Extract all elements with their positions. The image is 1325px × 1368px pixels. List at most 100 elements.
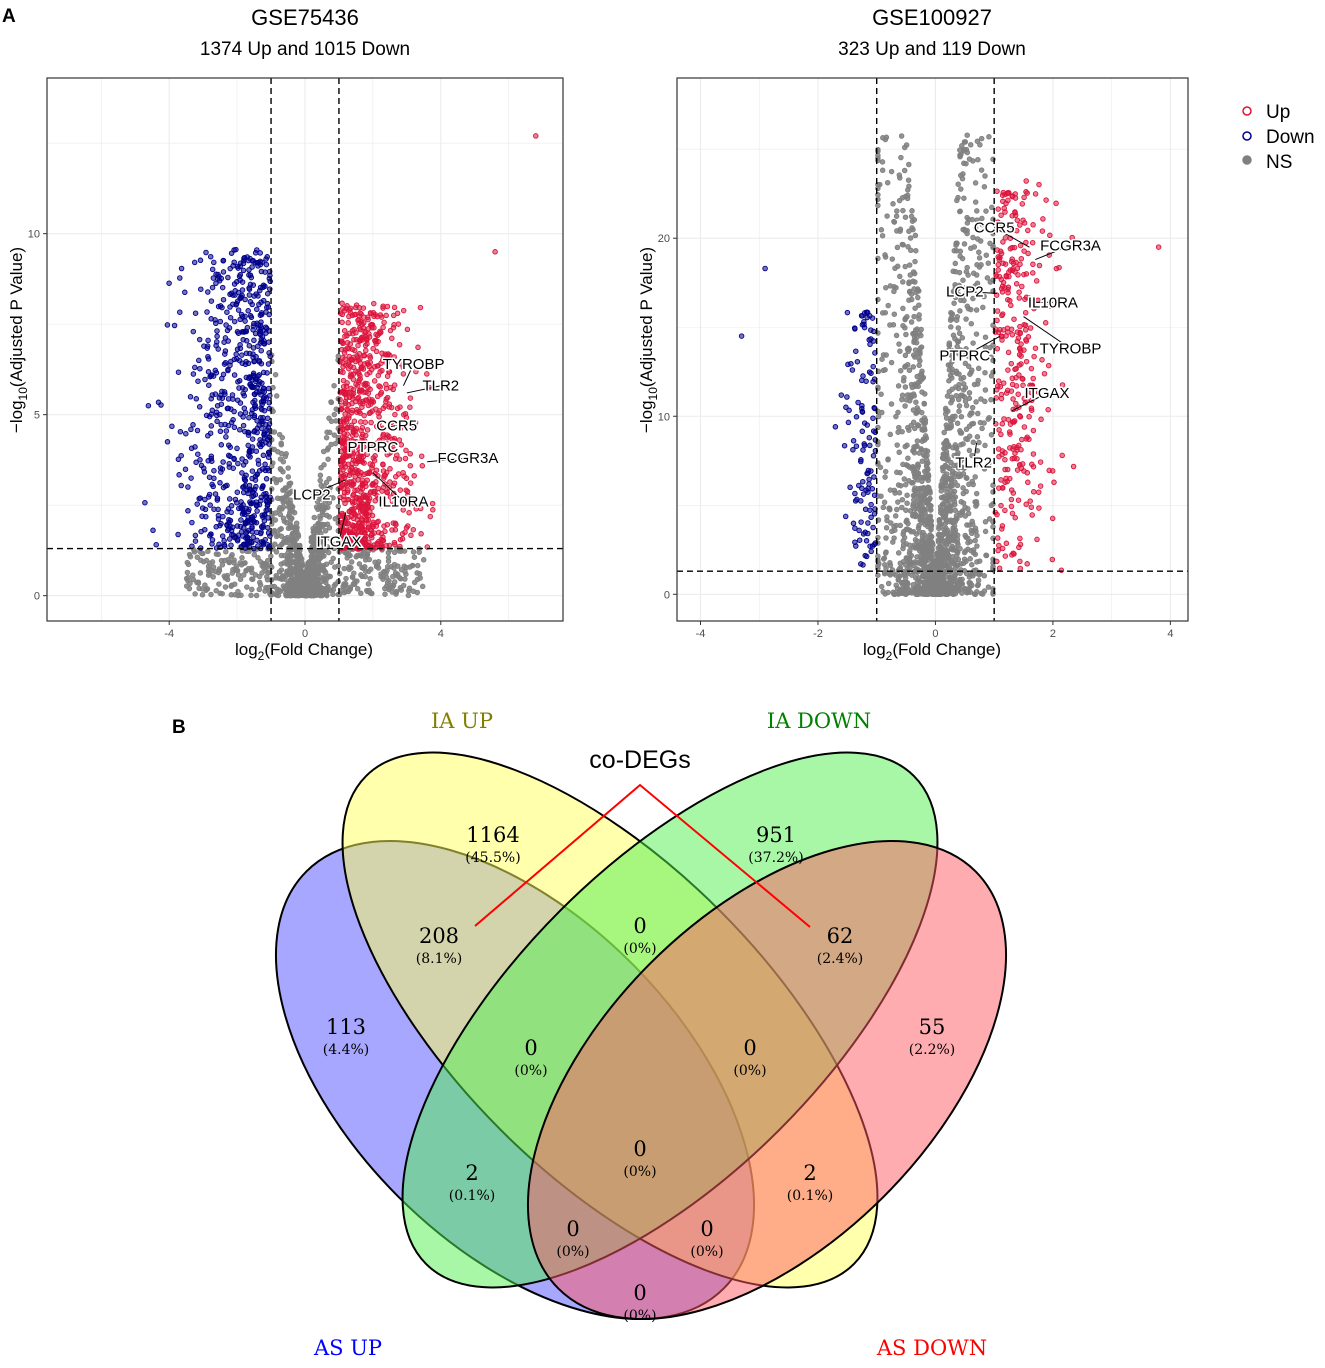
point-up bbox=[380, 305, 386, 311]
point-down bbox=[257, 443, 264, 450]
point-ns bbox=[268, 553, 274, 559]
point-up bbox=[1015, 497, 1022, 503]
point-up bbox=[375, 529, 382, 536]
point-ns bbox=[949, 311, 955, 317]
point-up bbox=[1011, 316, 1017, 322]
point-down bbox=[252, 250, 259, 256]
point-up bbox=[1021, 321, 1027, 328]
point-ns bbox=[970, 481, 976, 488]
point-up bbox=[1030, 489, 1037, 495]
point-up bbox=[1027, 325, 1034, 331]
point-ns bbox=[917, 493, 923, 499]
gene-label-tlr2: TLR2 bbox=[422, 378, 459, 395]
point-up bbox=[344, 482, 350, 489]
point-down bbox=[198, 286, 204, 292]
point-up bbox=[395, 321, 402, 327]
point-down bbox=[215, 506, 221, 513]
point-ns bbox=[213, 587, 219, 594]
point-up bbox=[1006, 269, 1012, 275]
point-ns bbox=[896, 341, 902, 347]
point-ns bbox=[325, 549, 332, 556]
point-ns bbox=[916, 450, 923, 456]
point-up bbox=[1008, 258, 1015, 265]
point-up bbox=[1016, 289, 1022, 295]
point-down bbox=[202, 376, 208, 383]
point-ns bbox=[964, 230, 970, 237]
point-ns bbox=[888, 401, 895, 407]
point-ns bbox=[272, 541, 278, 547]
point-down bbox=[845, 361, 851, 368]
point-ns bbox=[982, 334, 989, 340]
point-up bbox=[998, 395, 1005, 402]
point-ns bbox=[385, 554, 392, 561]
volcano-plot-gse75436: GSE75436 1374 Up and 1015 Down TYROBPTLR… bbox=[7, 5, 564, 663]
point-up bbox=[1008, 487, 1015, 493]
point-up bbox=[366, 363, 372, 370]
point-ns bbox=[975, 410, 981, 417]
point-ns bbox=[291, 576, 298, 583]
point-ns bbox=[954, 314, 961, 320]
point-ns bbox=[382, 591, 388, 597]
point-up bbox=[1021, 194, 1027, 201]
point-ns bbox=[922, 488, 928, 495]
point-down bbox=[256, 301, 262, 308]
point-ns bbox=[957, 152, 963, 158]
point-down bbox=[249, 301, 255, 308]
point-ns bbox=[895, 550, 902, 556]
point-up bbox=[1001, 205, 1007, 212]
point-ns bbox=[315, 589, 321, 596]
point-down bbox=[142, 499, 148, 506]
point-up bbox=[1028, 504, 1035, 510]
y-tick-label: 10 bbox=[28, 229, 40, 241]
point-ns bbox=[293, 520, 300, 526]
point-ns bbox=[946, 378, 952, 384]
point-down bbox=[192, 538, 199, 544]
point-ns bbox=[948, 589, 954, 596]
point-down bbox=[205, 458, 211, 464]
point-ns bbox=[982, 442, 988, 449]
point-ns bbox=[308, 534, 315, 541]
point-ns bbox=[949, 413, 956, 420]
point-up bbox=[380, 484, 387, 491]
point-down bbox=[863, 553, 870, 560]
point-up bbox=[360, 481, 366, 488]
point-down bbox=[868, 327, 874, 333]
point-ns bbox=[952, 442, 959, 448]
point-ns bbox=[970, 439, 977, 446]
point-ns bbox=[309, 549, 315, 556]
point-ns bbox=[289, 515, 295, 522]
point-ns bbox=[900, 378, 907, 384]
point-down bbox=[860, 478, 866, 485]
point-down bbox=[214, 339, 220, 345]
point-down bbox=[264, 507, 271, 513]
point-ns bbox=[879, 356, 885, 362]
point-down bbox=[260, 340, 267, 346]
point-ns bbox=[280, 487, 286, 493]
point-ns bbox=[912, 305, 918, 311]
point-ns bbox=[285, 499, 292, 506]
point-down bbox=[231, 408, 237, 415]
point-down bbox=[192, 444, 198, 450]
point-ns bbox=[332, 581, 339, 587]
point-ns bbox=[985, 416, 992, 422]
point-ns bbox=[277, 526, 283, 533]
point-ns bbox=[950, 332, 957, 339]
point-ns bbox=[880, 556, 887, 562]
point-up bbox=[1012, 191, 1018, 197]
point-up bbox=[349, 465, 355, 472]
point-ns bbox=[286, 559, 292, 566]
point-ns bbox=[964, 149, 971, 156]
point-ns bbox=[976, 255, 983, 261]
point-ns bbox=[961, 549, 968, 556]
point-ns bbox=[892, 527, 898, 533]
point-down bbox=[859, 485, 865, 492]
point-down bbox=[868, 514, 874, 521]
point-up bbox=[999, 289, 1006, 295]
point-up bbox=[403, 487, 409, 493]
point-up bbox=[1002, 553, 1009, 559]
point-ns bbox=[328, 441, 334, 448]
point-ns bbox=[914, 499, 920, 505]
point-ns bbox=[960, 381, 967, 387]
point-ns bbox=[384, 563, 391, 570]
point-down bbox=[205, 289, 211, 295]
